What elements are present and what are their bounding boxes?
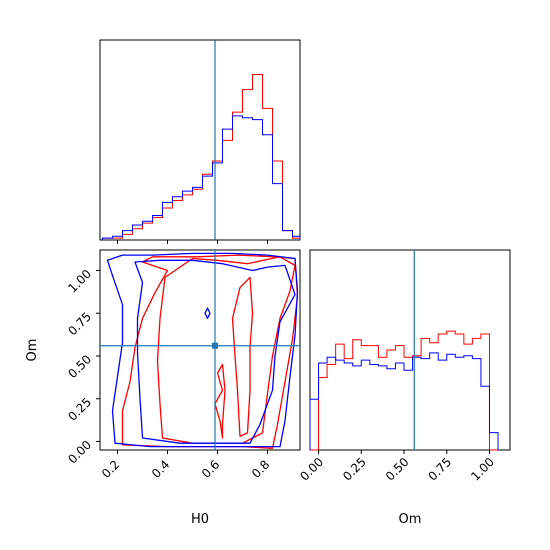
contour-ticks: 0.2 0.4 0.6 0.8 0.00 0.25 0.50 0.75 1.00 xyxy=(65,267,272,481)
h0-histogram-series xyxy=(102,40,301,240)
om-y-tick-label-3: 0.75 xyxy=(65,309,94,338)
om-histogram-frame xyxy=(309,249,511,451)
om-y-tick-label-1: 0.25 xyxy=(65,395,94,424)
contour-red-2 xyxy=(231,276,254,437)
om-histogram-ticks: 0.00 0.25 0.50 0.75 1.00 xyxy=(297,450,497,484)
h0-histogram-red xyxy=(102,74,301,240)
contour-series xyxy=(100,250,300,450)
contour-blue-1 xyxy=(106,252,299,448)
h0-histogram-panel xyxy=(99,39,301,244)
om-tick-label-4: 1.00 xyxy=(468,455,497,484)
h0-tick-label-3: 0.8 xyxy=(249,457,272,480)
om-axis-label: Om xyxy=(399,512,422,527)
om-y-tick-label-2: 0.50 xyxy=(65,352,94,381)
h0-axis-label: H0 xyxy=(191,512,209,527)
om-tick-label-1: 0.25 xyxy=(340,455,369,484)
om-tick-label-2: 0.50 xyxy=(383,455,412,484)
contour-red-1 xyxy=(121,254,299,449)
contour-panel-frame xyxy=(99,249,301,451)
om-histogram-series xyxy=(309,250,499,451)
contour-blue-2 xyxy=(204,307,211,320)
h0-histogram-frame xyxy=(99,39,301,241)
truth-marker xyxy=(212,342,218,349)
om-tick-label-0: 0.00 xyxy=(297,455,326,484)
h0-histogram-ticks xyxy=(117,240,268,244)
om-tick-label-3: 0.75 xyxy=(426,455,455,484)
h0-tick-label-2: 0.6 xyxy=(199,457,222,480)
om-histogram-blue xyxy=(309,352,499,450)
contour-blue-0 xyxy=(134,259,296,444)
contour-panel: 0.2 0.4 0.6 0.8 0.00 0.25 0.50 0.75 1.00 xyxy=(65,249,301,481)
h0-histogram-blue xyxy=(102,115,301,240)
om-y-axis-label: Om xyxy=(25,339,40,362)
contour-red-0 xyxy=(156,256,296,444)
om-y-tick-label-4: 1.00 xyxy=(65,267,94,296)
contour-red-3 xyxy=(214,363,226,439)
om-histogram-panel: 0.00 0.25 0.50 0.75 1.00 xyxy=(297,249,511,484)
om-y-tick-label-0: 0.00 xyxy=(65,438,94,467)
h0-tick-label-0: 0.2 xyxy=(99,457,122,480)
om-histogram-red xyxy=(310,330,499,451)
h0-tick-label-1: 0.4 xyxy=(149,457,172,480)
